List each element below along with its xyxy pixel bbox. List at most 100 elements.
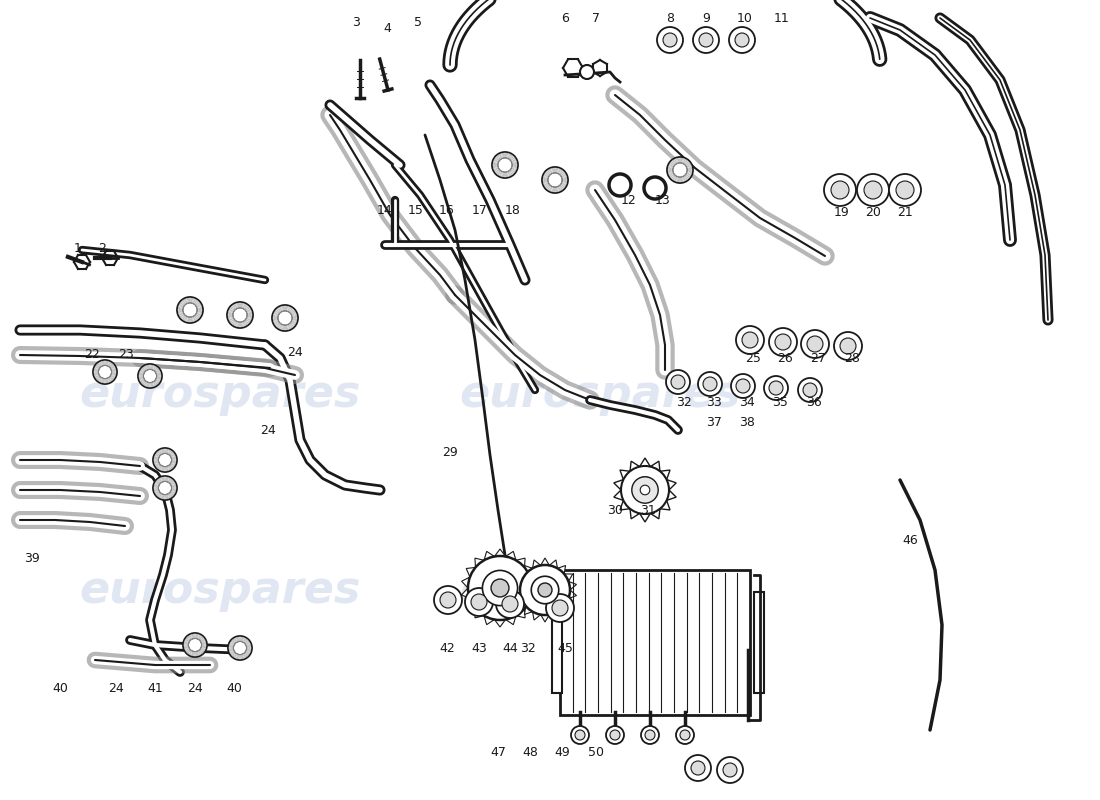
Text: 24: 24: [260, 423, 276, 437]
Circle shape: [492, 152, 518, 178]
Circle shape: [278, 311, 293, 325]
Polygon shape: [516, 609, 525, 618]
Circle shape: [801, 330, 829, 358]
Circle shape: [610, 730, 620, 740]
Polygon shape: [630, 509, 640, 519]
Text: 12: 12: [621, 194, 637, 206]
Circle shape: [548, 173, 562, 187]
Text: 38: 38: [739, 415, 755, 429]
Text: 2: 2: [98, 242, 106, 254]
Text: 4: 4: [383, 22, 390, 34]
Circle shape: [571, 726, 588, 744]
Circle shape: [188, 638, 201, 651]
Circle shape: [896, 181, 914, 199]
Polygon shape: [650, 509, 660, 519]
Text: 1: 1: [74, 242, 81, 254]
Text: 26: 26: [777, 351, 793, 365]
Circle shape: [440, 592, 456, 608]
Circle shape: [663, 33, 676, 47]
Bar: [560, 570, 750, 715]
Text: 22: 22: [84, 349, 100, 362]
Circle shape: [834, 332, 862, 360]
Polygon shape: [530, 588, 538, 599]
Circle shape: [693, 27, 719, 53]
Text: 3: 3: [352, 15, 360, 29]
Polygon shape: [532, 560, 541, 568]
Circle shape: [764, 376, 788, 400]
Text: eurospares: eurospares: [79, 569, 361, 611]
Circle shape: [736, 379, 750, 393]
Circle shape: [158, 454, 172, 466]
Text: 10: 10: [737, 11, 752, 25]
Text: 16: 16: [439, 203, 455, 217]
Polygon shape: [517, 574, 526, 582]
Polygon shape: [549, 560, 558, 568]
Circle shape: [272, 305, 298, 331]
Polygon shape: [620, 470, 630, 479]
Text: 24: 24: [108, 682, 124, 694]
Polygon shape: [506, 551, 516, 560]
Circle shape: [621, 466, 669, 514]
Polygon shape: [558, 566, 565, 574]
Circle shape: [641, 726, 659, 744]
Circle shape: [531, 576, 559, 604]
Polygon shape: [484, 551, 494, 560]
Polygon shape: [569, 582, 576, 590]
Polygon shape: [620, 501, 630, 510]
Text: 46: 46: [902, 534, 917, 546]
Text: 14: 14: [377, 203, 393, 217]
Circle shape: [491, 579, 509, 597]
Text: 33: 33: [706, 395, 722, 409]
Text: 17: 17: [472, 203, 488, 217]
Polygon shape: [660, 470, 670, 479]
Circle shape: [465, 588, 493, 616]
Text: 32: 32: [676, 395, 692, 409]
Circle shape: [634, 477, 656, 499]
Text: 24: 24: [287, 346, 303, 358]
Text: 19: 19: [834, 206, 850, 218]
Polygon shape: [614, 479, 624, 490]
Polygon shape: [466, 599, 475, 609]
Polygon shape: [525, 567, 533, 577]
Text: 18: 18: [505, 203, 521, 217]
Text: 31: 31: [640, 503, 656, 517]
Text: 8: 8: [666, 11, 674, 25]
Circle shape: [645, 730, 654, 740]
Circle shape: [657, 27, 683, 53]
Circle shape: [520, 565, 570, 615]
Circle shape: [183, 633, 207, 657]
Polygon shape: [564, 574, 573, 582]
Circle shape: [732, 374, 755, 398]
Circle shape: [483, 570, 518, 606]
Circle shape: [153, 476, 177, 500]
Polygon shape: [475, 558, 484, 567]
Circle shape: [666, 370, 690, 394]
Polygon shape: [532, 612, 541, 620]
Text: eurospares: eurospares: [460, 569, 740, 611]
Text: 36: 36: [806, 395, 822, 409]
Text: 11: 11: [774, 11, 790, 25]
Polygon shape: [640, 458, 650, 466]
Polygon shape: [494, 549, 506, 557]
Text: 28: 28: [844, 351, 860, 365]
Polygon shape: [484, 616, 494, 625]
Text: 9: 9: [702, 11, 710, 25]
Circle shape: [691, 761, 705, 775]
Circle shape: [698, 33, 713, 47]
Circle shape: [723, 763, 737, 777]
Circle shape: [729, 27, 755, 53]
Circle shape: [671, 375, 685, 389]
Polygon shape: [640, 514, 650, 522]
Polygon shape: [667, 479, 676, 490]
Circle shape: [143, 370, 156, 382]
Text: 49: 49: [554, 746, 570, 758]
Polygon shape: [569, 590, 576, 598]
Text: 37: 37: [706, 415, 722, 429]
Text: 45: 45: [557, 642, 573, 654]
Polygon shape: [558, 606, 565, 614]
Circle shape: [468, 556, 532, 620]
Polygon shape: [614, 490, 624, 501]
Circle shape: [640, 485, 650, 494]
Circle shape: [233, 308, 248, 322]
Polygon shape: [630, 461, 640, 471]
